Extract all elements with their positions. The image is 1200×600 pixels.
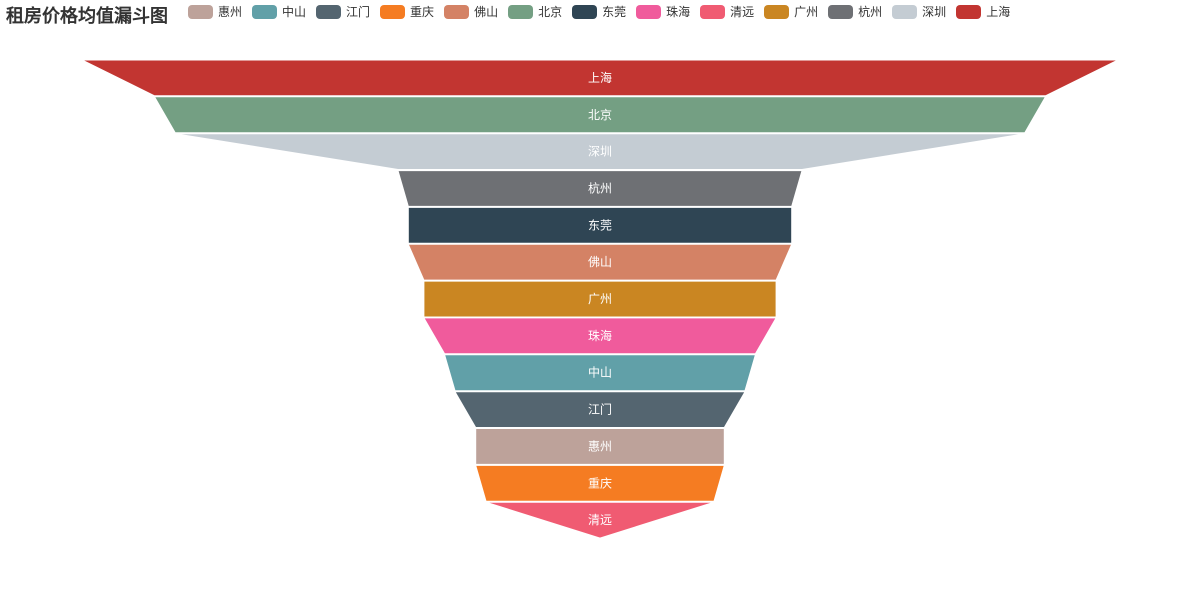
legend-label: 杭州 (858, 5, 883, 19)
legend: 惠州 中山 江门 重庆 佛山 北京 东莞 珠海 清远 广州 杭州 深圳 上海 (188, 3, 1010, 20)
legend-label: 北京 (538, 5, 563, 19)
segment-label: 佛山 (588, 255, 612, 269)
funnel-segment[interactable] (407, 206, 793, 244)
funnel-segment[interactable] (153, 96, 1047, 134)
legend-label: 深圳 (922, 5, 947, 19)
segment-label: 惠州 (588, 439, 612, 453)
segment-label: 清远 (588, 513, 612, 527)
legend-swatch (956, 4, 982, 19)
legend-item[interactable]: 珠海 (636, 3, 690, 20)
legend-item[interactable]: 江门 (316, 3, 370, 20)
legend-label: 江门 (346, 5, 371, 19)
legend-item[interactable]: 深圳 (892, 3, 946, 20)
legend-swatch (764, 4, 790, 19)
legend-swatch (700, 4, 726, 19)
funnel-segment[interactable] (454, 391, 746, 428)
segment-label: 江门 (588, 402, 612, 417)
legend-swatch (252, 4, 278, 19)
legend-item[interactable]: 广州 (764, 3, 818, 20)
legend-label: 广州 (794, 5, 819, 19)
legend-label: 惠州 (218, 5, 243, 19)
funnel-segment[interactable] (475, 464, 725, 502)
legend-item[interactable]: 北京 (508, 3, 562, 20)
segment-label: 杭州 (588, 180, 612, 195)
funnel-segment[interactable] (81, 59, 1119, 97)
funnel-segment[interactable] (397, 170, 803, 207)
segment-label: 珠海 (588, 328, 612, 343)
legend-swatch (444, 4, 470, 19)
segment-label: 深圳 (588, 145, 612, 159)
legend-swatch (572, 4, 598, 19)
legend-item[interactable]: 清远 (700, 3, 754, 20)
funnel-segment[interactable] (485, 501, 715, 539)
legend-label: 重庆 (410, 5, 435, 19)
legend-label: 中山 (282, 5, 307, 19)
legend-label: 清远 (730, 5, 755, 19)
legend-label: 上海 (986, 5, 1011, 19)
legend-label: 东莞 (602, 5, 627, 19)
segment-label: 东莞 (588, 218, 612, 232)
legend-item[interactable]: 惠州 (188, 3, 242, 20)
legend-label: 珠海 (666, 5, 691, 19)
legend-swatch (892, 4, 918, 19)
legend-item[interactable]: 杭州 (828, 3, 882, 20)
funnel-segment[interactable] (423, 317, 777, 355)
legend-swatch (380, 4, 406, 19)
segment-label: 上海 (588, 70, 612, 85)
funnel-segment[interactable] (475, 428, 725, 465)
legend-label: 佛山 (474, 5, 499, 19)
legend-swatch (188, 4, 213, 19)
segment-label: 广州 (588, 292, 612, 306)
legend-swatch (316, 4, 342, 19)
segment-label: 北京 (588, 108, 612, 122)
funnel-segment[interactable] (423, 280, 777, 318)
legend-item[interactable]: 中山 (252, 3, 306, 20)
legend-swatch (636, 4, 662, 19)
legend-item[interactable]: 上海 (956, 3, 1010, 20)
segment-label: 中山 (588, 365, 612, 380)
legend-item[interactable]: 佛山 (444, 3, 498, 20)
segment-label: 重庆 (588, 476, 612, 490)
legend-swatch (508, 4, 534, 19)
legend-swatch (828, 4, 854, 19)
legend-item[interactable]: 重庆 (380, 3, 434, 20)
legend-item[interactable]: 东莞 (572, 3, 626, 20)
funnel-segment[interactable] (175, 133, 1025, 170)
funnel-segment[interactable] (443, 354, 757, 392)
chart-title: 租房价格均值漏斗图 (6, 6, 168, 27)
funnel-segment[interactable] (407, 243, 793, 281)
